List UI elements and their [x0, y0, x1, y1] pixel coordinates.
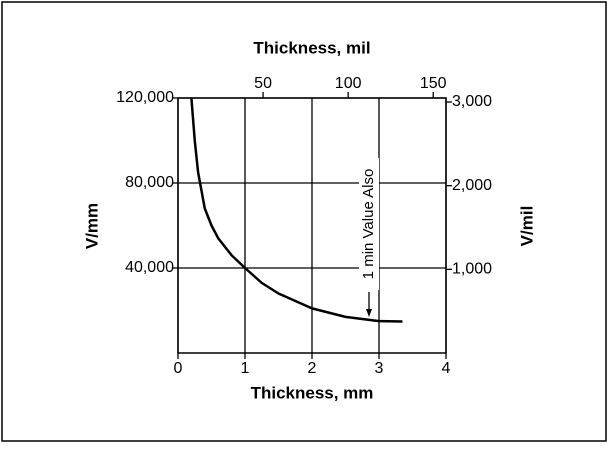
x2-tick-label: 150: [420, 75, 447, 92]
annotation-arrowhead: [366, 309, 372, 317]
x-tick-label: 1: [241, 360, 250, 377]
annotation-bg: [359, 158, 379, 290]
y-tick-label: 40,000: [125, 259, 174, 276]
x-tick-label: 3: [375, 360, 384, 377]
y-axis-title: V/mm: [82, 203, 101, 249]
y2-tick-label: 2,000: [452, 177, 492, 194]
y-tick-label: 120,000: [116, 89, 174, 106]
y2-axis-title: V/mil: [517, 206, 536, 247]
x-tick-label: 2: [308, 360, 317, 377]
line: [190, 97, 403, 323]
frame: [1, 1, 607, 442]
annotation: 1 min Value Also: [360, 169, 377, 280]
x-tick-label: 0: [174, 360, 183, 377]
x2-tick-label: 50: [254, 75, 272, 92]
y2-tick-label: 1,000: [452, 261, 492, 278]
x-axis-title: Thickness, mm: [251, 383, 374, 402]
y2-tick-label: 3,000: [452, 93, 492, 110]
x-tick-label: 4: [442, 360, 451, 377]
x2-tick-label: 100: [335, 75, 362, 92]
x2-axis-title: Thickness, mil: [253, 38, 370, 57]
plot-frame: [177, 97, 447, 354]
y-tick-label: 80,000: [125, 174, 174, 191]
